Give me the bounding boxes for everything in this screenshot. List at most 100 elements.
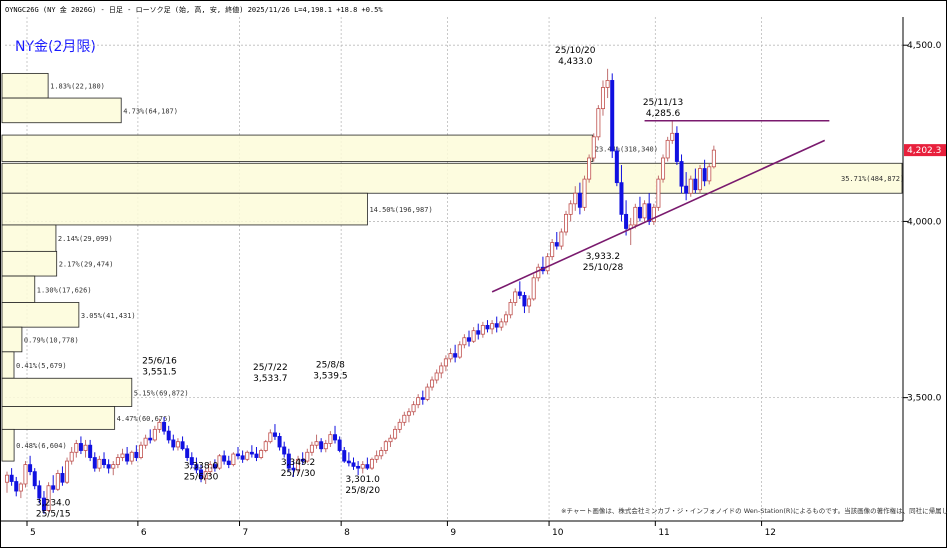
candle-body	[152, 428, 157, 441]
candle-body	[457, 344, 462, 358]
annotation-sublabel: 4,285.6	[646, 109, 681, 119]
candle-body	[647, 203, 652, 222]
candle-body	[314, 441, 319, 446]
annotation-sublabel: 25/7/30	[281, 469, 316, 479]
last-price-label: 4,202.3	[907, 146, 941, 156]
candle-body	[665, 139, 670, 159]
candle-body	[282, 446, 287, 455]
candle-body	[9, 474, 14, 482]
candle-body	[411, 404, 416, 413]
volume-profile-bar	[1, 162, 903, 194]
candle-body	[633, 206, 638, 226]
candle-body	[291, 467, 296, 471]
candle-body	[393, 428, 398, 439]
candle-body	[564, 213, 569, 233]
candle-body	[596, 108, 601, 138]
candle-body	[365, 464, 370, 469]
candle-body	[125, 453, 130, 462]
annotation-sublabel: 25/5/15	[36, 509, 71, 519]
candle-body	[637, 206, 642, 219]
candle-body	[203, 471, 208, 480]
volume-profile-label: 0.48%(6,604)	[16, 442, 67, 450]
candle-body	[185, 448, 190, 458]
volume-profile-label: 2.17%(29,474)	[59, 261, 114, 269]
candle-body	[476, 330, 481, 335]
candle-body	[88, 444, 93, 458]
candle-body	[397, 421, 402, 430]
candle-body	[402, 414, 407, 423]
candle-body	[309, 444, 314, 453]
volume-profile-label: 14.50%(196,987)	[369, 206, 432, 214]
candle-body	[18, 483, 23, 492]
volume-profile: 1.83%(22,180) 4.73%(64,187) 23.44%(318,340…	[1, 72, 904, 462]
candle-body	[83, 444, 88, 451]
candle-body	[115, 457, 120, 466]
annotation-sublabel: 25/8/20	[345, 486, 380, 496]
candle-body	[300, 458, 305, 462]
volume-profile-bar	[1, 134, 594, 162]
annotation-sublabel: 3,551.5	[142, 367, 176, 377]
candle-body	[693, 178, 698, 191]
candle-body	[568, 203, 573, 215]
candle-body	[490, 323, 495, 330]
candle-body	[614, 150, 619, 184]
y-tick-label: 4,000.0	[907, 217, 942, 227]
candle-body	[430, 379, 435, 388]
candle-body	[624, 213, 629, 229]
candle-body	[235, 453, 240, 457]
volume-profile-bar	[1, 428, 15, 462]
candle-body	[106, 464, 111, 469]
candles	[5, 68, 716, 514]
candle-body	[23, 464, 28, 485]
volume-profile-bar	[1, 326, 23, 353]
candle-body	[148, 437, 153, 441]
volume-profile-bar	[1, 224, 57, 252]
candle-body	[443, 358, 448, 367]
annotation-label: 25/11/13	[643, 98, 683, 108]
candle-body	[46, 485, 51, 511]
trendline-line	[491, 139, 826, 293]
x-tick-label: 5	[30, 528, 36, 538]
x-tick-label: 6	[141, 528, 147, 538]
candle-body	[494, 323, 499, 328]
candle-body	[166, 430, 171, 441]
candle-body	[208, 464, 213, 473]
candle-body	[651, 206, 656, 222]
annotation-label: 25/8/8	[316, 361, 345, 371]
candle-body	[319, 441, 324, 450]
annotation-label: 3,933.2	[586, 252, 620, 262]
candle-body	[78, 443, 83, 451]
candle-body	[286, 453, 291, 469]
x-tick-label: 8	[344, 528, 350, 538]
annotation-label: 3,234.0	[36, 498, 71, 508]
volume-profile-bar	[1, 351, 15, 379]
candle-body	[60, 473, 65, 483]
volume-profile-label: 2.14%(29,099)	[58, 235, 113, 243]
candle-body	[74, 443, 79, 453]
candle-body	[554, 242, 559, 247]
volume-profile-label: 0.79%(10,778)	[24, 336, 79, 344]
candle-body	[175, 441, 180, 448]
candle-body	[138, 444, 143, 458]
volume-profile-label: 4.47%(60,676)	[117, 415, 172, 423]
candle-body	[582, 178, 587, 208]
volume-profile-label: 3.05%(41,431)	[81, 312, 136, 320]
volume-profile-label: 1.83%(22,180)	[50, 83, 105, 91]
candle-body	[485, 324, 490, 330]
candle-body	[189, 457, 194, 466]
candle-body	[65, 460, 70, 483]
candle-body	[466, 337, 471, 342]
candle-body	[439, 365, 444, 374]
candle-body	[480, 324, 485, 335]
candle-body	[619, 182, 624, 215]
candle-body	[120, 453, 125, 458]
annotation-label: 25/6/16	[142, 356, 177, 366]
last-price-box	[904, 144, 946, 157]
candle-body	[711, 149, 716, 168]
candle-body	[41, 497, 46, 511]
candle-body	[356, 465, 361, 469]
candle-body	[508, 302, 513, 316]
volume-profile-label: 23.44%(318,340)	[595, 145, 658, 153]
candle-body	[642, 203, 647, 219]
candle-body	[453, 353, 458, 358]
